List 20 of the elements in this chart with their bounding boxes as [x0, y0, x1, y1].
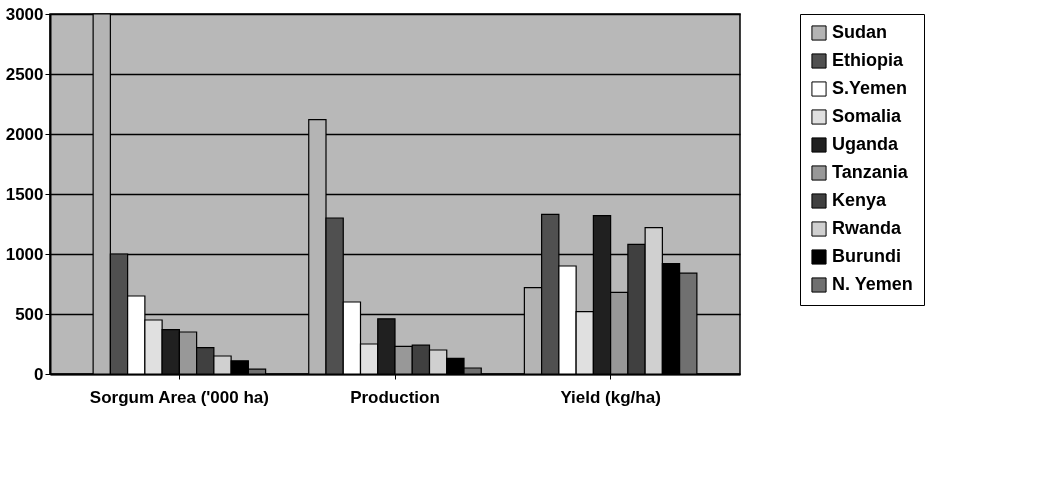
legend-label: Rwanda — [832, 218, 902, 238]
legend-label: Somalia — [832, 106, 903, 126]
x-tick-label: Production — [350, 387, 440, 407]
legend-label: S.Yemen — [832, 78, 908, 98]
legend-label: Uganda — [832, 134, 899, 154]
y-tick-label: 3000 — [5, 4, 44, 24]
legend-label: Kenya — [832, 190, 888, 210]
x-tick-label: Sorgum Area ('000 ha) — [89, 387, 269, 407]
legend-label: Tanzania — [832, 162, 909, 182]
x-tick-label: Yield (kg/ha) — [560, 387, 661, 407]
y-tick-label: 2000 — [5, 124, 44, 144]
legend-label: Ethiopia — [832, 50, 904, 70]
y-tick-label: 1500 — [5, 184, 44, 204]
y-tick-label: 0 — [34, 364, 44, 384]
y-tick-label: 500 — [15, 304, 44, 324]
legend-label: N. Yemen — [832, 274, 913, 294]
y-tick-label: 1000 — [5, 244, 44, 264]
y-tick-label: 2500 — [5, 64, 44, 84]
legend-label: Sudan — [832, 22, 888, 42]
legend-label: Burundi — [832, 246, 901, 266]
